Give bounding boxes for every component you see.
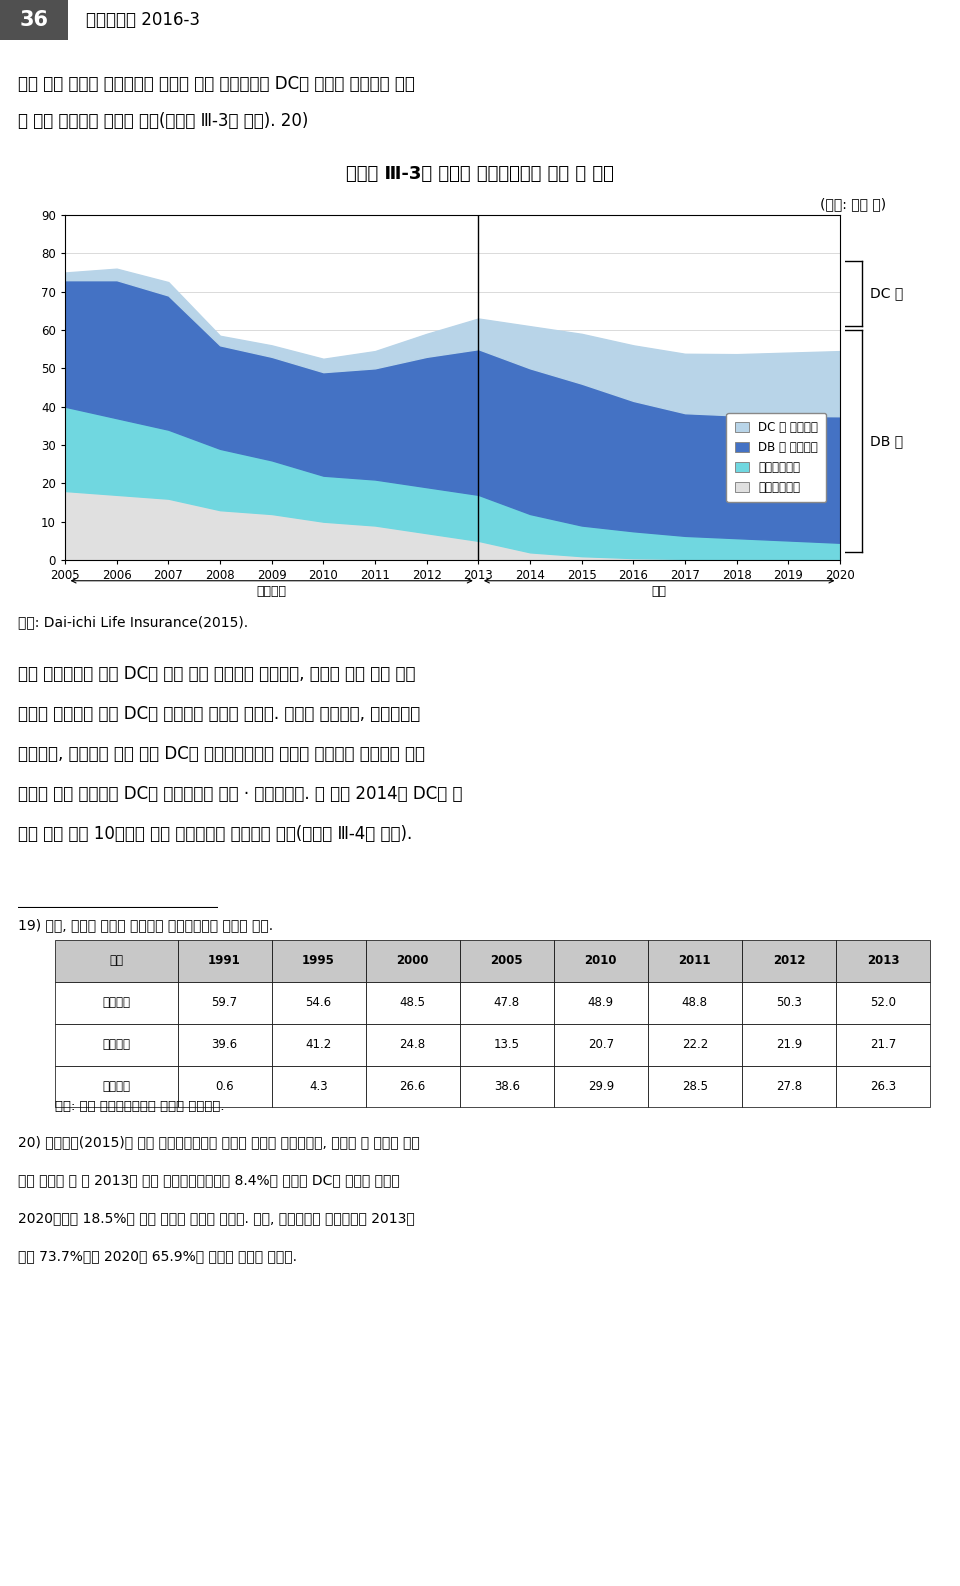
- Text: 연도: 연도: [109, 955, 123, 967]
- Text: 41.2: 41.2: [305, 1039, 332, 1052]
- Legend: DC 형 퇴직연금, DB 형 퇴직연금, 후생연금기금, 적격퇴직연금: DC 형 퇴직연금, DB 형 퇴직연금, 후생연금기금, 적격퇴직연금: [727, 412, 827, 503]
- Text: DB 형: DB 형: [871, 435, 903, 449]
- Text: (단위: 십조 엔): (단위: 십조 엔): [820, 197, 886, 211]
- Bar: [554, 982, 648, 1023]
- Text: 4.3: 4.3: [309, 1080, 328, 1093]
- Text: 24.8: 24.8: [399, 1039, 425, 1052]
- Bar: [742, 982, 836, 1023]
- Text: 28.5: 28.5: [682, 1080, 708, 1093]
- Text: 등을 고려해 볼 때 2013년 기준 퇴직연금시장에서 8.4%에 불과한 DC형 제도의 비중이: 등을 고려해 볼 때 2013년 기준 퇴직연금시장에서 8.4%에 불과한 D…: [18, 1174, 399, 1186]
- Text: 실제성과: 실제성과: [256, 585, 287, 598]
- Text: 생명보험: 생명보험: [103, 1039, 131, 1052]
- Text: 59.7: 59.7: [211, 996, 237, 1009]
- Bar: [55, 940, 178, 982]
- Text: 2012: 2012: [773, 955, 805, 967]
- Bar: [554, 1023, 648, 1066]
- Bar: [55, 1066, 178, 1107]
- Text: 적으로 대체하지 못해 DC형 시장에서 고전을 하였다. 그러나 일본생명, 동경해상니: 적으로 대체하지 못해 DC형 시장에서 고전을 하였다. 그러나 일본생명, …: [18, 706, 420, 723]
- Bar: [836, 982, 930, 1023]
- Bar: [0, 0, 68, 40]
- Text: 47.8: 47.8: [493, 996, 519, 1009]
- Text: 22.2: 22.2: [682, 1039, 708, 1052]
- Bar: [648, 982, 742, 1023]
- Text: 19) 한편, 일본의 업권별 퇴직연금 시장점유율은 다음과 같음.: 19) 한편, 일본의 업권별 퇴직연금 시장점유율은 다음과 같음.: [18, 918, 274, 933]
- Bar: [836, 1023, 930, 1066]
- Text: 1991: 1991: [208, 955, 241, 967]
- Text: 21.9: 21.9: [776, 1039, 802, 1052]
- Text: 39.6: 39.6: [211, 1039, 237, 1052]
- Text: 자료: 일본 기업연금연합회 연도별 실태조사.: 자료: 일본 기업연금연합회 연도별 실태조사.: [55, 1101, 225, 1113]
- Bar: [554, 940, 648, 982]
- Bar: [648, 940, 742, 982]
- Bar: [460, 982, 554, 1023]
- Bar: [648, 1066, 742, 1107]
- Text: 52.0: 52.0: [870, 996, 896, 1009]
- Text: 13.5: 13.5: [493, 1039, 519, 1052]
- Bar: [55, 1023, 178, 1066]
- Bar: [272, 940, 366, 982]
- Text: DC 형: DC 형: [871, 287, 903, 301]
- Text: 21.7: 21.7: [870, 1039, 896, 1052]
- Bar: [366, 1066, 460, 1107]
- Bar: [178, 982, 272, 1023]
- Bar: [178, 1066, 272, 1107]
- Bar: [55, 982, 178, 1023]
- Bar: [742, 940, 836, 982]
- Bar: [460, 940, 554, 982]
- Bar: [366, 1023, 460, 1066]
- Text: 36: 36: [19, 10, 49, 30]
- Text: 가 계속 늘어나는 추세에 있다(〈그림 Ⅲ-3〉 참조). 20): 가 계속 늘어나는 추세에 있다(〈그림 Ⅲ-3〉 참조). 20): [18, 113, 308, 130]
- Bar: [648, 1023, 742, 1066]
- Text: 립금 기준 상위 10개사에 이들 보험회사가 위치하고 있다(〈그림 Ⅲ-4〉 참조).: 립금 기준 상위 10개사에 이들 보험회사가 위치하고 있다(〈그림 Ⅲ-4〉…: [18, 825, 412, 844]
- Bar: [272, 1023, 366, 1066]
- Text: 자료: Dai-ichi Life Insurance(2015).: 자료: Dai-ichi Life Insurance(2015).: [18, 615, 248, 630]
- Text: 29.9: 29.9: [588, 1080, 613, 1093]
- Text: 20.7: 20.7: [588, 1039, 613, 1052]
- Text: 2000: 2000: [396, 955, 429, 967]
- Text: 예측: 예측: [652, 585, 666, 598]
- Text: 0.6: 0.6: [215, 1080, 234, 1093]
- Bar: [460, 1066, 554, 1107]
- Bar: [366, 940, 460, 982]
- Text: 장에 따른 퇴직금 지급부담을 줄이기 위해 자발적으로 DC형 제도를 도입하는 사레: 장에 따른 퇴직금 지급부담을 줄이기 위해 자발적으로 DC형 제도를 도입하…: [18, 75, 415, 94]
- Bar: [178, 940, 272, 982]
- Text: 48.5: 48.5: [399, 996, 425, 1009]
- Text: 38.6: 38.6: [493, 1080, 519, 1093]
- Text: 2010: 2010: [585, 955, 617, 967]
- Text: 츠도화재, 제일생명 등은 향후 DC형 퇴직연금시장이 확대될 것이라는 판단하에 시장: 츠도화재, 제일생명 등은 향후 DC형 퇴직연금시장이 확대될 것이라는 판단…: [18, 745, 425, 763]
- Text: 2005: 2005: [491, 955, 523, 967]
- Bar: [366, 982, 460, 1023]
- Text: 2013: 2013: [867, 955, 900, 967]
- Text: 54.6: 54.6: [305, 996, 331, 1009]
- Bar: [460, 1023, 554, 1066]
- Text: 20) 제일생명(2015)은 향후 퇴직연금시장을 둘러싼 경제적 환경변화와, 근로자 및 기업의 니즈: 20) 제일생명(2015)은 향후 퇴직연금시장을 둘러싼 경제적 환경변화와…: [18, 1136, 420, 1148]
- Text: 〈그림 Ⅲ-3〉 일본의 퇴직연금시장 현황 및 전망: 〈그림 Ⅲ-3〉 일본의 퇴직연금시장 현황 및 전망: [346, 165, 614, 182]
- Bar: [178, 1023, 272, 1066]
- Text: 신탁은행: 신탁은행: [103, 996, 131, 1009]
- Bar: [742, 1066, 836, 1107]
- Bar: [742, 1023, 836, 1066]
- Text: 투자자문: 투자자문: [103, 1080, 131, 1093]
- Text: 경쟁력 확보 차원에서 DC형 유치전략을 수립 · 시행하였다. 그 결과 2014년 DC형 적: 경쟁력 확보 차원에서 DC형 유치전략을 수립 · 시행하였다. 그 결과 2…: [18, 785, 463, 803]
- Text: 27.8: 27.8: [776, 1080, 802, 1093]
- Text: 1995: 1995: [302, 955, 335, 967]
- Text: 2020년에는 18.5%로 크게 확대될 것으로 전망함. 한편, 확정급여형 제도비중은 2013년: 2020년에는 18.5%로 크게 확대될 것으로 전망함. 한편, 확정급여형…: [18, 1212, 415, 1224]
- Bar: [836, 1066, 930, 1107]
- Text: 일본 보험회사의 경우 DC형 제도 도입 초기에는 환경변화, 가입자 니즈 등에 적극: 일본 보험회사의 경우 DC형 제도 도입 초기에는 환경변화, 가입자 니즈 …: [18, 665, 416, 684]
- Text: 기준 73.7%엔서 2020년 65.9%로 감소할 것으로 전망함.: 기준 73.7%엔서 2020년 65.9%로 감소할 것으로 전망함.: [18, 1250, 297, 1262]
- Text: 50.3: 50.3: [776, 996, 802, 1009]
- Bar: [554, 1066, 648, 1107]
- Bar: [272, 982, 366, 1023]
- Text: 48.8: 48.8: [682, 996, 708, 1009]
- Text: 26.6: 26.6: [399, 1080, 426, 1093]
- Text: 2011: 2011: [679, 955, 711, 967]
- Text: 경영보고서 2016-3: 경영보고서 2016-3: [86, 11, 201, 29]
- Bar: [836, 940, 930, 982]
- Text: 48.9: 48.9: [588, 996, 613, 1009]
- Text: 26.3: 26.3: [870, 1080, 896, 1093]
- Bar: [272, 1066, 366, 1107]
